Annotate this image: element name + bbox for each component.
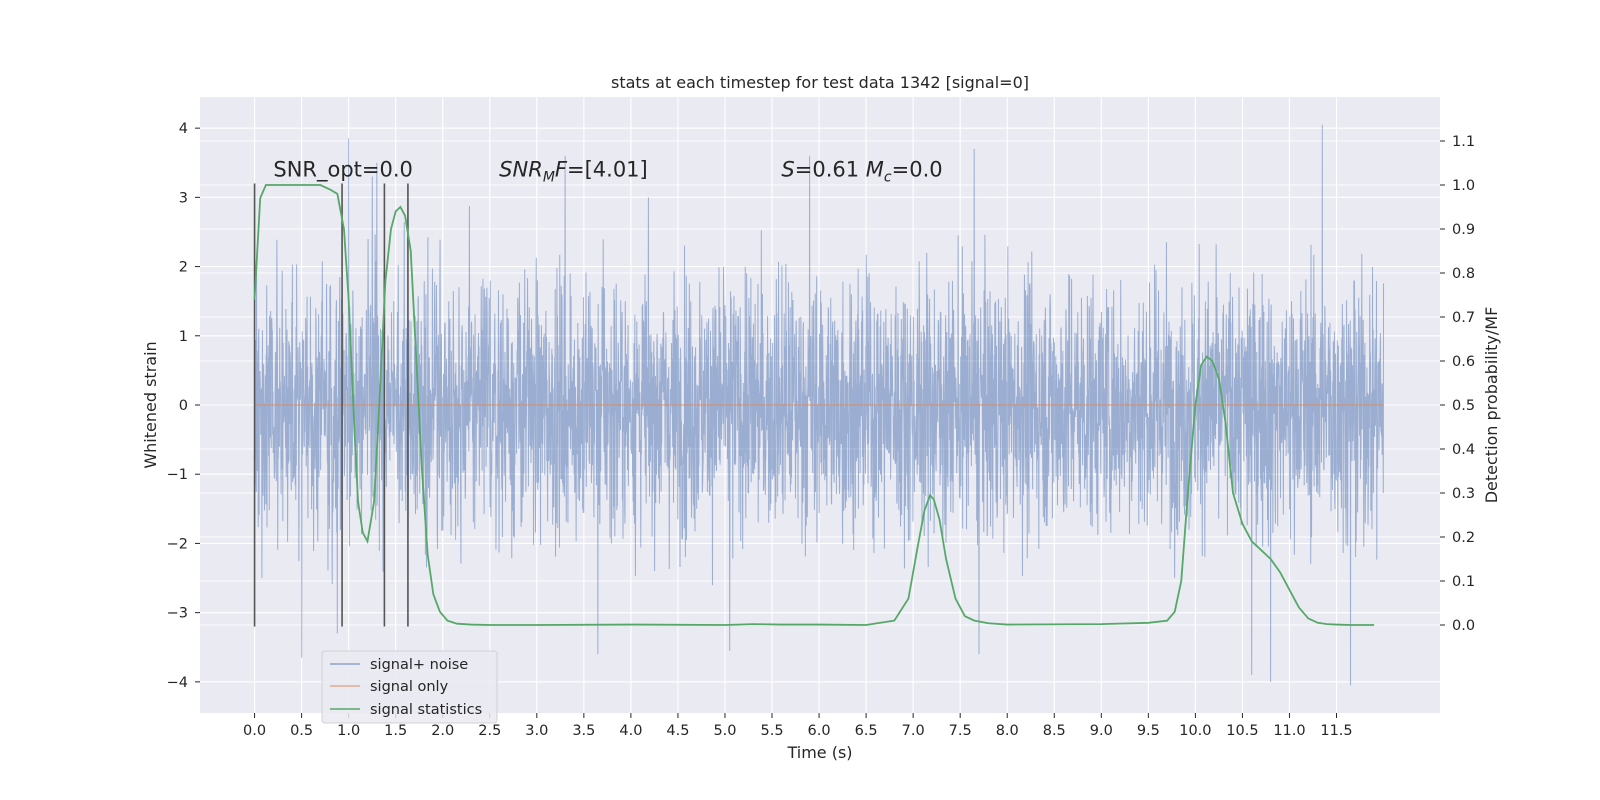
legend: signal+ noise signal only signal statist… (321, 650, 498, 724)
y2-tick-label: 1.0 (1452, 178, 1475, 194)
x-tick-label: 5.0 (713, 723, 736, 739)
x-tick-label: 8.0 (996, 723, 1019, 739)
y2-tick-label: 0.6 (1452, 354, 1475, 370)
annotation-part: S (781, 158, 794, 182)
x-tick-label: 11.5 (1320, 723, 1352, 739)
x-tick-label: 4.0 (619, 723, 642, 739)
annotation-part: =0.0 (892, 158, 943, 182)
x-tick-label: 2.0 (431, 723, 454, 739)
statistics-series-line (253, 184, 1375, 626)
y2-tick-label: 0.0 (1452, 618, 1475, 634)
x-tick-label: 10.5 (1226, 723, 1258, 739)
x-tick-label: 3.0 (525, 723, 548, 739)
annotation-part: =0.61 (795, 158, 866, 182)
chart-title: stats at each timestep for test data 134… (611, 73, 1029, 92)
x-tick-label: 10.0 (1179, 723, 1211, 739)
vertical-markers (253, 183, 409, 627)
x-tick-label: 7.5 (949, 723, 972, 739)
y2-tick-label: 0.5 (1452, 398, 1475, 414)
annotation-text: SNR_opt=0.0 (273, 158, 413, 183)
y-tick-label: −4 (167, 675, 188, 691)
x-tick-label: 8.5 (1043, 723, 1066, 739)
x-tick-label: 6.5 (855, 723, 878, 739)
x-tick-label: 9.0 (1090, 723, 1113, 739)
annotation-part: M (866, 158, 884, 182)
x-tick-label: 0.5 (290, 723, 313, 739)
x-tick-label: 9.5 (1137, 723, 1160, 739)
legend-label-signal: signal only (370, 679, 449, 695)
annotation-text: S=0.61 Mc=0.0 (781, 158, 942, 186)
annotation-part: SNR (499, 158, 543, 182)
y-tick-label: −2 (167, 536, 188, 552)
y2-tick-label: 0.3 (1452, 486, 1475, 502)
noise-trace (254, 124, 1385, 686)
y2-tick-label: 0.9 (1452, 222, 1475, 238)
x-tick-label: 5.5 (760, 723, 783, 739)
x-tick-label: 2.5 (478, 723, 501, 739)
statistics-curve (253, 184, 1375, 626)
y2-tick-label: 0.4 (1452, 442, 1475, 458)
legend-box (321, 650, 498, 724)
y2-tick-label: 0.2 (1452, 530, 1475, 546)
x-tick-label: 11.0 (1273, 723, 1305, 739)
y2-axis-label: Detection probability/MF (1482, 307, 1501, 504)
y-tick-label: 1 (179, 329, 188, 345)
y-tick-label: 2 (179, 260, 188, 276)
y2-tick-label: 1.1 (1452, 134, 1475, 150)
x-axis-label: Time (s) (786, 743, 852, 762)
y-tick-label: 3 (179, 190, 188, 206)
x-tick-label: 0.0 (243, 723, 266, 739)
annotation-part: =[4.01] (567, 158, 648, 182)
y-axis-label: Whitened strain (141, 341, 160, 468)
annotation-part: M (543, 170, 555, 186)
legend-label-noise: signal+ noise (370, 657, 468, 673)
x-tick-label: 4.5 (666, 723, 689, 739)
annotation-part: SNR_opt=0.0 (273, 158, 413, 183)
annotation-part: c (884, 170, 892, 186)
annotations: SNR_opt=0.0 SNRMF=[4.01] S=0.61 Mc=0.0 (273, 158, 942, 186)
x-tick-label: 7.0 (902, 723, 925, 739)
y2-tick-label: 0.1 (1452, 574, 1475, 590)
y2-tick-label: 0.7 (1452, 310, 1475, 326)
y-tick-label: 0 (179, 398, 188, 414)
noise-series-line (254, 124, 1385, 686)
x-tick-label: 1.5 (384, 723, 407, 739)
legend-label-stats: signal statistics (370, 702, 482, 718)
x-tick-label: 6.0 (808, 723, 831, 739)
x-tick-label: 1.0 (337, 723, 360, 739)
y-tick-label: −3 (167, 606, 188, 622)
y-tick-label: 4 (179, 121, 188, 137)
annotation-text: SNRMF=[4.01] (499, 158, 648, 186)
y2-tick-label: 0.8 (1452, 266, 1475, 282)
x-tick-label: 3.5 (572, 723, 595, 739)
annotation-part: F (555, 158, 568, 182)
y-tick-label: −1 (167, 467, 188, 483)
tick-labels: 0.0 0.5 1.0 1.5 2.0 2.5 3.0 3.5 4.0 4.5 5.0 5.5 6.0 6… (167, 121, 1475, 739)
